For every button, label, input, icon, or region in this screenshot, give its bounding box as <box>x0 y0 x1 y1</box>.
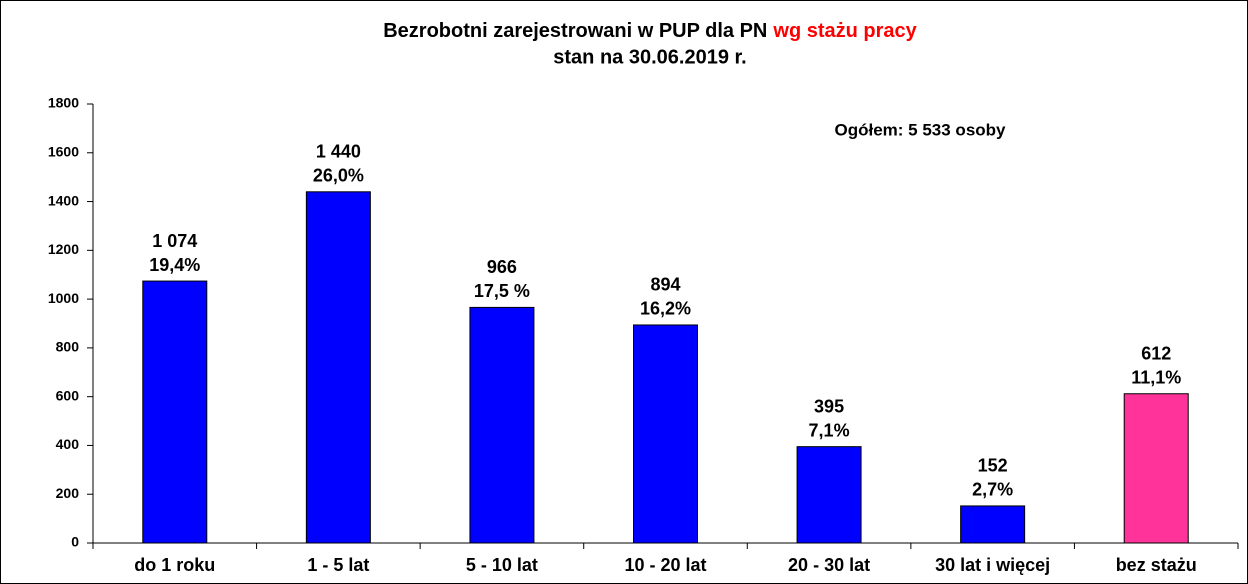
chart-subtitle: stan na 30.06.2019 r. <box>553 46 746 68</box>
y-tick-label: 1000 <box>48 290 79 306</box>
value-label: 395 <box>814 396 844 416</box>
x-tick-label: 5 - 10 lat <box>466 555 538 575</box>
x-tick-label: 20 - 30 lat <box>788 555 870 575</box>
share-label: 17,5 % <box>474 281 530 301</box>
bar <box>1123 393 1189 544</box>
bar <box>469 306 535 544</box>
y-tick-label: 1400 <box>48 192 79 208</box>
x-tick-label: 30 lat i więcej <box>935 555 1050 575</box>
value-label: 894 <box>650 275 680 295</box>
share-label: 2,7% <box>972 480 1013 500</box>
value-label: 152 <box>978 456 1008 476</box>
value-label: 966 <box>487 257 517 277</box>
share-label: 7,1% <box>809 420 850 440</box>
x-tick-label: 1 - 5 lat <box>307 555 369 575</box>
y-tick-label: 200 <box>56 485 80 501</box>
share-label: 16,2% <box>640 299 691 319</box>
title-main: Bezrobotni zarejestrowani w PUP dla PN <box>383 20 767 42</box>
y-tick-label: 600 <box>56 387 80 403</box>
y-tick-label: 1600 <box>48 143 79 159</box>
annotation: Ogółem: 5 533 osoby <box>835 120 1007 139</box>
bar <box>960 505 1026 544</box>
title-highlight: wg stażu pracy <box>772 20 917 42</box>
bar <box>633 324 698 544</box>
bar <box>142 280 208 544</box>
y-tick-label: 1200 <box>48 241 79 257</box>
value-label: 1 074 <box>152 231 197 251</box>
y-tick-label: 400 <box>56 436 80 452</box>
y-tick-label: 800 <box>56 339 80 355</box>
value-label: 612 <box>1141 343 1171 363</box>
share-label: 26,0% <box>313 166 364 186</box>
share-label: 11,1% <box>1131 367 1181 387</box>
bar <box>305 191 371 544</box>
x-tick-label: do 1 roku <box>134 555 215 575</box>
x-tick-label: bez stażu <box>1116 555 1197 575</box>
chart-title: Bezrobotni zarejestrowani w PUP dla PN wg… <box>383 20 917 42</box>
bar <box>796 446 862 544</box>
x-tick-label: 10 - 20 lat <box>624 555 706 575</box>
y-tick-label: 1800 <box>48 95 79 111</box>
value-label: 1 440 <box>316 142 361 162</box>
share-label: 19,4% <box>149 255 200 275</box>
y-tick-label: 0 <box>71 534 79 550</box>
